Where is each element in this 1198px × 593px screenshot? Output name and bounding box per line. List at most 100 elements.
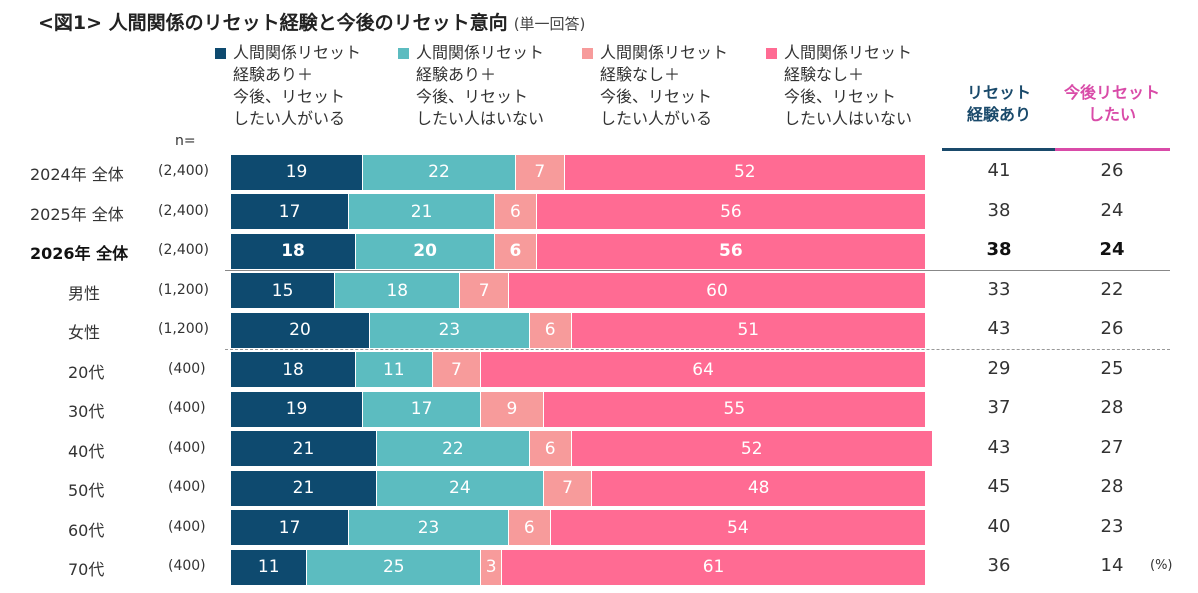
bar-segment: 60: [509, 273, 925, 308]
bar-segment: 20: [231, 312, 369, 348]
bar-segment: 3: [481, 549, 502, 585]
bar-segment: 24: [376, 470, 543, 506]
bar-segment: 55: [543, 391, 925, 427]
bar-segment: 21: [349, 194, 495, 229]
extra-value: 22: [1100, 278, 1124, 300]
chart-title: <図1> 人間関係のリセット経験と今後のリセット意向 (単一回答): [38, 8, 585, 35]
extra-value: 27: [1100, 436, 1124, 458]
bar-segment: 18: [335, 273, 460, 308]
bar-segment: 7: [432, 352, 481, 387]
row-n: (400): [168, 360, 206, 377]
bar-segment: 52: [564, 154, 925, 190]
row-label: 男性: [68, 283, 101, 303]
n-label: n=: [175, 133, 196, 149]
bar-segment: 21: [231, 431, 376, 466]
row-n: (400): [168, 518, 206, 535]
extra-value: 37: [987, 397, 1011, 418]
bar-segment: 20: [356, 233, 495, 269]
bar-segment: 56: [536, 194, 925, 229]
column-header-line: [1055, 148, 1170, 151]
legend-item: 人間関係リセット 経験あり＋ 今後、リセット したい人はいない: [398, 42, 544, 130]
legend-swatch: [582, 48, 593, 59]
row-n: (400): [168, 400, 206, 416]
extra-value: 43: [987, 436, 1011, 458]
bar-segment: 11: [231, 549, 307, 585]
legend-item: 人間関係リセット 経験なし＋ 今後、リセット したい人はいない: [766, 42, 912, 130]
column-header-line: [942, 148, 1057, 151]
extra-value: 41: [987, 160, 1011, 181]
row-n: (2,400): [158, 202, 210, 219]
row-n: (1,200): [158, 321, 210, 337]
extra-value: 24: [1099, 239, 1125, 260]
legend-item: 人間関係リセット 経験なし＋ 今後、リセット したい人がいる: [582, 42, 728, 130]
legend-swatch: [398, 48, 409, 59]
bar-segment: 64: [481, 352, 925, 387]
extra-value: 38: [986, 239, 1012, 260]
legend-item: 人間関係リセット 経験あり＋ 今後、リセット したい人がいる: [215, 42, 361, 130]
bar-segment: 52: [571, 431, 932, 466]
row-n: (400): [168, 439, 206, 456]
bar-segment: 18: [231, 352, 356, 387]
extra-value: 38: [987, 199, 1011, 221]
row-n: (2,400): [158, 242, 210, 258]
bar-segment: 22: [376, 431, 529, 466]
divider-solid: [225, 270, 1170, 271]
extra-value: 14: [1100, 555, 1124, 576]
bar-segment: 19: [231, 391, 363, 427]
row-n: (400): [168, 558, 206, 574]
bar-segment: 7: [543, 470, 592, 506]
bar-segment: 11: [356, 352, 432, 387]
bar-segment: 23: [349, 510, 508, 545]
row-label: 50代: [68, 481, 105, 500]
extra-value: 36: [987, 555, 1011, 576]
bar-segment: 61: [502, 549, 925, 585]
bar-segment: 15: [231, 273, 335, 308]
row-n: (400): [168, 479, 206, 495]
bar-segment: 7: [460, 273, 508, 308]
bar-segment: 17: [231, 194, 349, 229]
bar-segment: 6: [495, 233, 536, 269]
row-label: 70代: [68, 560, 105, 579]
divider-dashed: [225, 349, 1170, 350]
row-n: (2,400): [158, 163, 210, 179]
extra-value: 23: [1100, 515, 1124, 537]
extra-value: 45: [987, 476, 1011, 497]
bar-segment: 6: [529, 312, 571, 348]
bar-segment: 6: [529, 431, 571, 466]
extra-value: 33: [987, 278, 1011, 300]
title-text: <図1> 人間関係のリセット経験と今後のリセット意向: [38, 12, 508, 34]
row-label: 20代: [68, 362, 105, 382]
bar-segment: 54: [550, 510, 925, 545]
bar-segment: 17: [231, 510, 349, 545]
row-n: (1,200): [158, 281, 210, 298]
legend-swatch: [215, 48, 226, 59]
column-header: リセット 経験あり: [966, 83, 1031, 124]
row-label: 60代: [68, 520, 105, 540]
bar-segment: 18: [231, 233, 356, 269]
subtitle: (単一回答): [513, 15, 586, 33]
row-label: 2025年 全体: [30, 204, 124, 224]
bar-segment: 9: [481, 391, 543, 427]
extra-value: 24: [1100, 199, 1124, 221]
bar-segment: 22: [363, 154, 515, 190]
bar-segment: 21: [231, 470, 376, 506]
extra-value: 26: [1100, 160, 1124, 181]
bar-segment: 19: [231, 154, 363, 190]
extra-value: 43: [987, 318, 1011, 339]
unit-label: (%): [1150, 558, 1173, 573]
bar-segment: 6: [509, 510, 550, 545]
column-header: 今後リセット したい: [1063, 83, 1160, 124]
bar-segment: 17: [363, 391, 481, 427]
extra-value: 28: [1100, 397, 1124, 418]
row-label: 30代: [68, 402, 105, 421]
row-label: 2024年 全体: [30, 165, 124, 184]
legend-swatch: [766, 48, 777, 59]
bar-segment: 48: [592, 470, 925, 506]
extra-value: 28: [1100, 476, 1124, 497]
row-label: 40代: [68, 441, 105, 461]
row-label: 女性: [68, 323, 101, 342]
bar-segment: 23: [370, 312, 529, 348]
bar-segment: 56: [536, 233, 925, 269]
bar-segment: 51: [571, 312, 925, 348]
